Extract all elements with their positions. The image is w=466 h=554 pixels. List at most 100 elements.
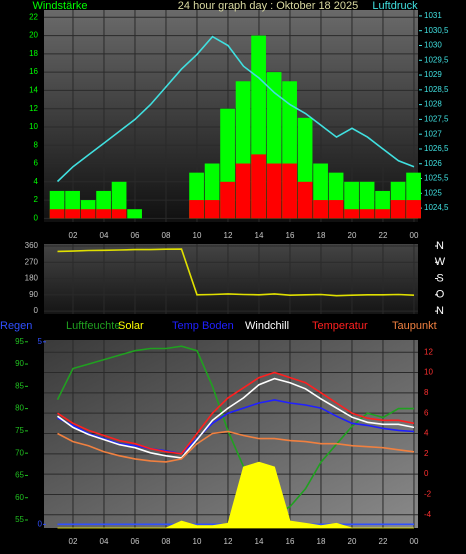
bar bbox=[251, 154, 266, 219]
bar bbox=[96, 209, 111, 219]
bar bbox=[49, 209, 65, 219]
bar bbox=[189, 200, 204, 219]
x-tick-label: 10 bbox=[193, 231, 202, 240]
legend-label: Taupunkt bbox=[392, 320, 437, 332]
x-tick-label: 20 bbox=[348, 231, 357, 240]
bar bbox=[282, 163, 297, 219]
bar bbox=[127, 209, 142, 219]
y-tick-label: 0 bbox=[34, 213, 39, 222]
y2-tick-label: 1024,5 bbox=[424, 203, 449, 212]
x-tick-label: 00 bbox=[410, 537, 419, 546]
bar bbox=[204, 200, 220, 219]
y2-tick-label: W bbox=[435, 256, 446, 268]
y-tick-label: 14 bbox=[29, 86, 38, 95]
bar bbox=[266, 163, 282, 219]
bar bbox=[65, 209, 80, 219]
series-line bbox=[56, 35, 415, 183]
y-tick-label: 0 bbox=[34, 306, 39, 315]
y-tick-label: 10 bbox=[424, 368, 433, 377]
bar bbox=[375, 209, 390, 219]
legend-label: Regen bbox=[0, 320, 32, 332]
y2-tick-label: 55 bbox=[15, 515, 24, 524]
y-tick-label: 180 bbox=[25, 274, 39, 283]
y-tick-label: 8 bbox=[424, 388, 429, 397]
bar bbox=[297, 181, 313, 219]
y-tick-label: 8 bbox=[34, 140, 39, 149]
y2-axis-label: Luftdruck bbox=[372, 0, 418, 12]
y2-tick-label: 1027,5 bbox=[424, 115, 449, 124]
y2-tick-label: 1027 bbox=[424, 129, 442, 138]
x-tick-label: 04 bbox=[100, 231, 109, 240]
y2-tick-label: 1028 bbox=[424, 100, 442, 109]
y-tick-label: 12 bbox=[424, 347, 433, 356]
y-tick-label: 0 bbox=[424, 469, 429, 478]
bar bbox=[359, 209, 375, 219]
x-tick-label: 16 bbox=[286, 537, 295, 546]
series-line bbox=[57, 371, 415, 455]
x-tick-label: 16 bbox=[286, 231, 295, 240]
x-tick-label: 14 bbox=[255, 537, 264, 546]
y2-tick-label: 80 bbox=[15, 404, 24, 413]
y2-tick-label: 1028,5 bbox=[424, 85, 449, 94]
y3-tick-label: 5 bbox=[38, 337, 43, 346]
y2-tick-label: 1029 bbox=[424, 70, 442, 79]
y-tick-label: 2 bbox=[34, 195, 39, 204]
y3-tick-label: 0 bbox=[38, 519, 43, 528]
x-tick-label: 14 bbox=[255, 231, 264, 240]
x-tick-label: 08 bbox=[162, 537, 171, 546]
x-tick-label: 04 bbox=[100, 537, 109, 546]
y2-tick-label: 1026,5 bbox=[424, 144, 449, 153]
y-tick-label: -4 bbox=[424, 510, 432, 519]
bar bbox=[220, 181, 235, 219]
x-tick-label: 00 bbox=[410, 231, 419, 240]
y-tick-label: 20 bbox=[29, 31, 38, 40]
y-tick-label: 4 bbox=[34, 177, 39, 186]
legend-label: Solar bbox=[118, 320, 144, 332]
plot-bg bbox=[44, 340, 418, 528]
bar bbox=[344, 209, 359, 219]
x-tick-label: 12 bbox=[224, 231, 233, 240]
y-tick-label: 4 bbox=[424, 429, 429, 438]
y-tick-label: 10 bbox=[29, 122, 38, 131]
y2-tick-label: 1026 bbox=[424, 159, 442, 168]
y2-tick-label: 1029,5 bbox=[424, 55, 449, 64]
x-tick-label: 02 bbox=[69, 231, 78, 240]
y2-tick-label: 1031 bbox=[424, 11, 442, 20]
chart-title: 24 hour graph day : Oktober 18 2025 bbox=[178, 0, 358, 12]
bar bbox=[313, 200, 328, 219]
legend-label: Temperatur bbox=[312, 320, 368, 332]
x-tick-label: 22 bbox=[379, 231, 388, 240]
y2-tick-label: 70 bbox=[15, 448, 24, 457]
y-tick-label: 12 bbox=[29, 104, 38, 113]
y-tick-label: 270 bbox=[25, 257, 39, 266]
series-line bbox=[57, 377, 415, 459]
y2-tick-label: 85 bbox=[15, 381, 24, 390]
y-tick-label: 6 bbox=[424, 408, 429, 417]
x-tick-label: 06 bbox=[131, 231, 140, 240]
y-tick-label: 16 bbox=[29, 67, 38, 76]
y2-tick-label: 90 bbox=[15, 359, 24, 368]
y-axis-label: Windstärke bbox=[32, 0, 87, 12]
y-tick-label: 2 bbox=[424, 449, 429, 458]
bar bbox=[406, 200, 421, 219]
bar bbox=[235, 163, 251, 219]
y2-tick-label: 1030,5 bbox=[424, 26, 449, 35]
y-tick-label: 18 bbox=[29, 49, 38, 58]
series-line bbox=[57, 399, 415, 455]
bar bbox=[390, 200, 406, 219]
y-tick-label: 6 bbox=[34, 159, 39, 168]
x-tick-label: 12 bbox=[224, 537, 233, 546]
series-line bbox=[57, 248, 415, 297]
series-area bbox=[57, 461, 414, 529]
y2-tick-label: 95 bbox=[15, 337, 24, 346]
y2-tick-label: 1030 bbox=[424, 41, 442, 50]
y2-tick-label: 60 bbox=[15, 493, 24, 502]
y-tick-label: 360 bbox=[25, 241, 39, 250]
x-tick-label: 08 bbox=[162, 231, 171, 240]
y2-tick-label: 65 bbox=[15, 471, 24, 480]
y-tick-label: -2 bbox=[424, 490, 432, 499]
bar bbox=[328, 200, 344, 219]
y2-tick-label: N bbox=[436, 240, 444, 252]
y2-tick-label: O bbox=[436, 289, 445, 301]
